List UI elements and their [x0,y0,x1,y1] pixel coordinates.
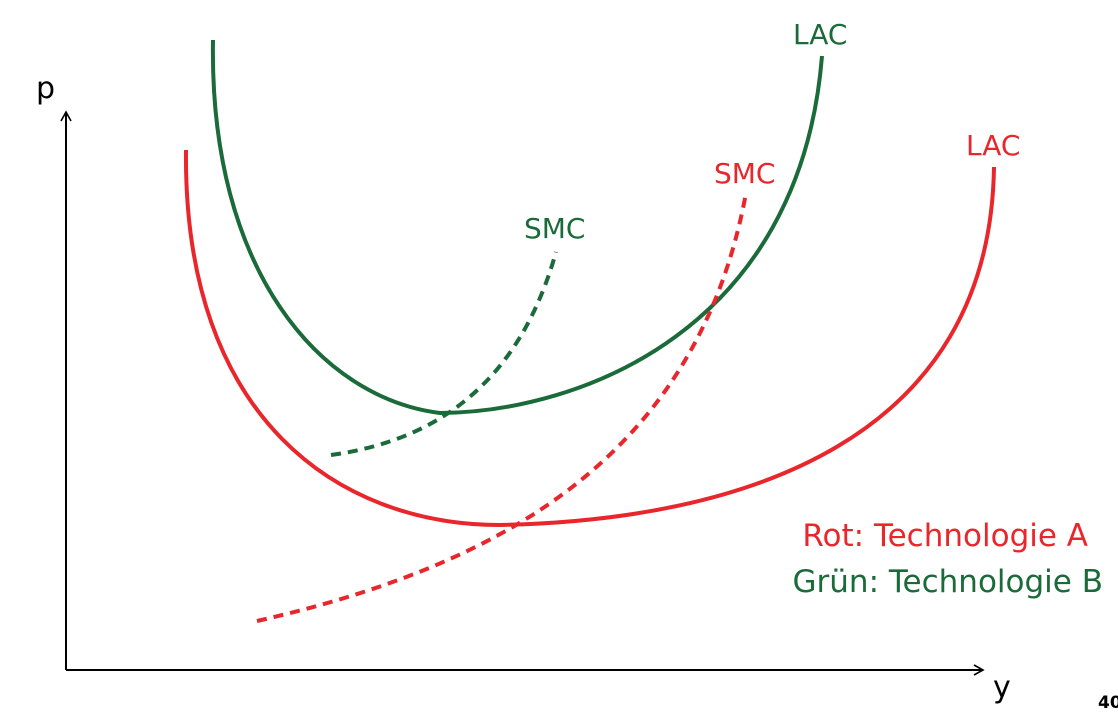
red-smc-curve [256,192,748,623]
green-lac-label: LAC [793,18,847,51]
red-lac-label: LAC [966,129,1020,162]
page-number: 40 [1098,693,1118,713]
legend-technology-b: Grün: Technologie B [793,564,1103,600]
y-axis-label: p [36,71,55,106]
green-lac-curve [210,39,824,416]
green-smc-curve [330,251,558,457]
x-axis-label: y [993,670,1011,705]
legend-technology-a: Rot: Technologie A [802,518,1088,554]
red-lac-curve [183,149,996,528]
green-smc-label: SMC [524,212,585,245]
red-smc-label: SMC [714,157,775,190]
